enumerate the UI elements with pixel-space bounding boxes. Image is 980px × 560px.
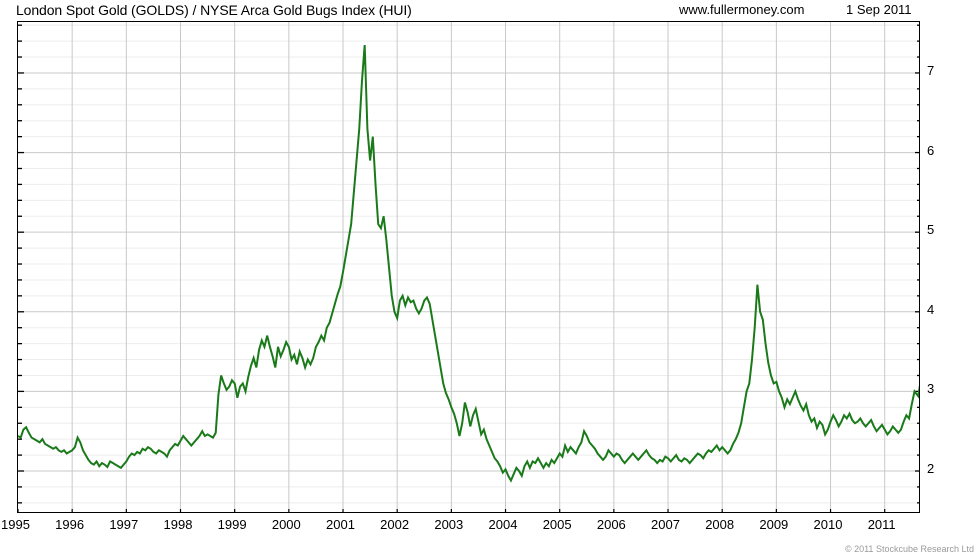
- x-axis-tick-label: 2000: [271, 517, 301, 532]
- copyright-notice: © 2011 Stockcube Research Ltd: [844, 544, 974, 554]
- x-axis-tick-label: 2011: [867, 517, 896, 532]
- chart-date: 1 Sep 2011: [846, 2, 912, 17]
- gridlines: [18, 22, 919, 512]
- x-axis-tick-label: 2001: [326, 517, 355, 532]
- x-axis-tick-label: 1997: [109, 517, 139, 532]
- x-axis-tick-label: 2002: [380, 517, 410, 532]
- x-axis-tick-label: 1995: [1, 517, 30, 532]
- x-axis-tick-label: 2003: [434, 517, 464, 532]
- x-axis-tick-label: 1999: [217, 517, 247, 532]
- x-axis-tick-label: 1998: [163, 517, 193, 532]
- x-axis-tick-label: 2008: [705, 517, 735, 532]
- x-axis-tick-label: 1996: [55, 517, 85, 532]
- x-axis-tick-label: 2009: [759, 517, 789, 532]
- plot-area: [17, 21, 920, 513]
- x-axis-tick-label: 2006: [596, 517, 626, 532]
- y-axis-tick-label: 3: [927, 381, 935, 397]
- y-axis-tick-label: 5: [927, 222, 935, 238]
- source-website: www.fullermoney.com: [679, 2, 805, 17]
- y-axis-tick-label: 4: [927, 301, 935, 317]
- data-line-gold-hui-ratio: [18, 45, 919, 483]
- y-axis-tick-label: 7: [927, 62, 935, 78]
- y-axis-tick-label: 6: [927, 142, 935, 158]
- y-axis-tick-label: 2: [927, 461, 935, 476]
- x-axis-tick-label: 2004: [488, 517, 518, 532]
- chart-canvas: [18, 22, 919, 512]
- x-axis-tick-label: 2007: [651, 517, 680, 532]
- x-axis-tick-label: 2005: [542, 517, 572, 532]
- chart-title: London Spot Gold (GOLDS) / NYSE Arca Gol…: [16, 2, 412, 18]
- axis-ticks: [18, 24, 919, 512]
- x-axis-tick-label: 2010: [813, 517, 843, 532]
